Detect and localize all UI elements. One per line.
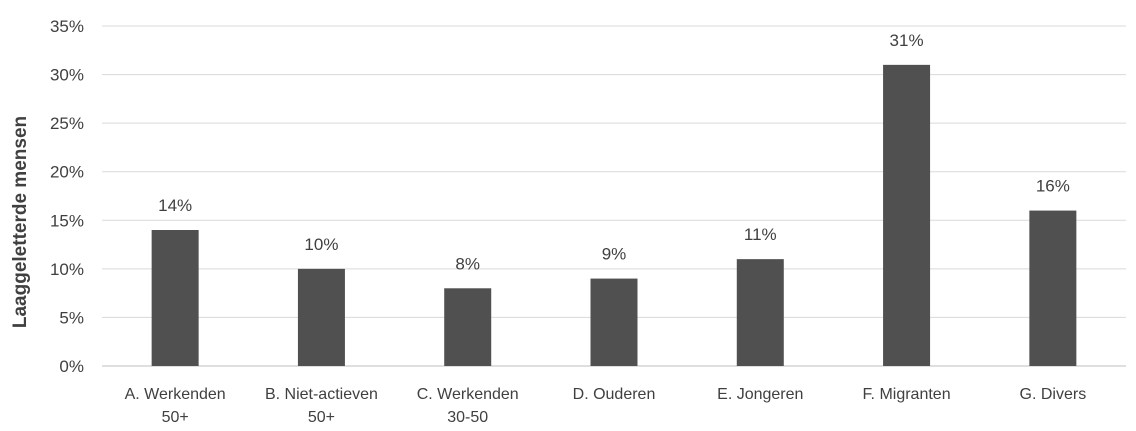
data-label: 11%	[744, 225, 777, 244]
y-tick-label: 20%	[50, 163, 84, 182]
bar	[590, 278, 638, 366]
bar	[151, 230, 199, 366]
bar	[736, 259, 784, 366]
y-tick-label: 5%	[59, 308, 84, 327]
y-axis-title: Laaggeletterde mensen	[10, 116, 31, 328]
bar	[444, 288, 492, 366]
bar	[883, 64, 931, 366]
bars	[151, 64, 1077, 366]
x-axis-categories: A. Werkenden 50+ B. Niet-actieven 50+ C. Wer…	[125, 386, 1087, 426]
bar	[297, 268, 345, 366]
x-category-label: A. Werkenden	[125, 386, 226, 403]
x-category-label: B. Niet-actieven	[265, 386, 378, 403]
data-label: 9%	[602, 245, 627, 264]
x-category-label: 50+	[162, 409, 189, 426]
y-tick-label: 15%	[50, 211, 84, 230]
x-category-label: D. Ouderen	[573, 386, 656, 403]
data-label: 8%	[455, 254, 480, 273]
data-label: 14%	[158, 196, 192, 215]
x-category-label: C. Werkenden	[417, 386, 519, 403]
y-tick-label: 30%	[50, 66, 84, 85]
y-tick-label: 35%	[50, 17, 84, 36]
y-tick-label: 10%	[50, 260, 84, 279]
x-category-label: F. Migranten	[863, 386, 951, 403]
x-category-label: 50+	[308, 409, 335, 426]
data-label: 10%	[304, 235, 338, 254]
gridlines	[102, 25, 1126, 367]
y-tick-label: 0%	[59, 357, 84, 376]
data-labels: 14% 10% 8% 9% 11% 31% 16%	[158, 31, 1070, 273]
y-tick-label: 25%	[50, 114, 84, 133]
bar	[1029, 210, 1077, 366]
x-category-label: 30-50	[447, 409, 488, 426]
data-label: 16%	[1036, 177, 1070, 196]
y-axis-ticks: 0% 5% 10% 15% 20% 25% 30% 35%	[50, 17, 84, 376]
x-category-label: G. Divers	[1020, 386, 1087, 403]
x-category-label: E. Jongeren	[717, 386, 803, 403]
data-label: 31%	[890, 31, 924, 50]
